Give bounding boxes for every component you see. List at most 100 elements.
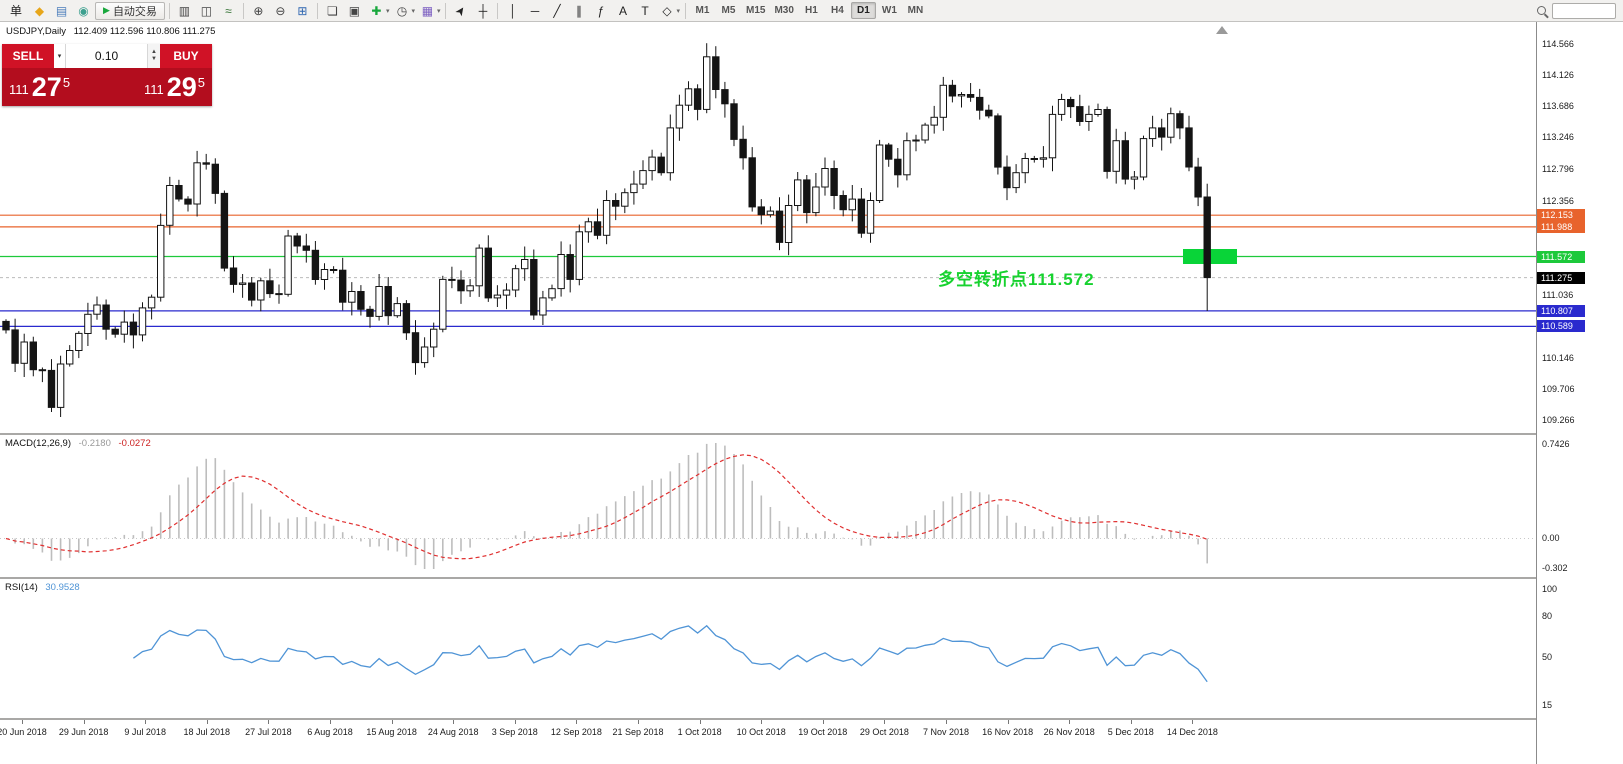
date-label: 10 Oct 2018 bbox=[736, 727, 786, 737]
timeframe-button-mn[interactable]: MN bbox=[907, 5, 924, 16]
candle bbox=[120, 321, 128, 335]
vertical-line-icon[interactable]: │ bbox=[509, 3, 517, 18]
buy-price-base: 111 bbox=[143, 81, 164, 97]
timeframe-button-d1[interactable]: D1 bbox=[850, 2, 876, 19]
rsi-axis-label: 80 bbox=[1542, 611, 1553, 621]
templates-icon[interactable]: ▦ bbox=[421, 3, 434, 18]
buy-button[interactable]: BUY bbox=[160, 44, 212, 68]
trendline-icon[interactable]: ╱ bbox=[553, 3, 561, 18]
candle bbox=[56, 363, 65, 408]
rsi-axis-label: 100 bbox=[1542, 584, 1558, 594]
channel-icon[interactable]: ∥ bbox=[575, 3, 582, 18]
auto-trading-button[interactable]: ▶ 自动交易 bbox=[95, 1, 165, 20]
arrange-windows-icon[interactable]: ▣ bbox=[348, 3, 361, 18]
candle bbox=[976, 96, 984, 111]
candle bbox=[493, 294, 502, 299]
rsi-panel[interactable] bbox=[0, 579, 1536, 718]
time-axis-tick bbox=[1192, 720, 1194, 724]
bar-chart-icon[interactable]: ▥ bbox=[178, 3, 191, 18]
candle bbox=[612, 200, 620, 207]
indicators-icon[interactable]: ✚ bbox=[371, 3, 382, 18]
candle bbox=[457, 279, 465, 292]
panel-divider[interactable] bbox=[0, 433, 1623, 435]
candle bbox=[957, 94, 966, 97]
timeframe-button-m15[interactable]: M15 bbox=[746, 5, 766, 16]
stepper-down-icon[interactable]: ▼ bbox=[151, 56, 157, 62]
lot-stepper[interactable]: ▲ ▼ bbox=[147, 44, 160, 68]
search-icon bbox=[1537, 6, 1546, 15]
templates-icon-dropdown[interactable]: ▾ bbox=[436, 7, 441, 15]
candle bbox=[1057, 99, 1066, 115]
candle bbox=[411, 332, 420, 364]
stepper-up-icon[interactable]: ▲ bbox=[151, 49, 157, 55]
toolbar-separator bbox=[497, 2, 499, 19]
fibonacci-icon[interactable]: ƒ bbox=[597, 3, 605, 18]
macd-main-value: -0.2180 bbox=[78, 438, 111, 449]
level-price-tag: 110.807 bbox=[1537, 305, 1585, 317]
cursor-icon[interactable]: ➤ bbox=[452, 2, 470, 19]
label-icon[interactable]: T bbox=[641, 3, 649, 18]
macd-panel[interactable] bbox=[0, 435, 1536, 577]
candle bbox=[348, 291, 356, 303]
cascade-windows-icon[interactable]: ❏ bbox=[327, 3, 338, 18]
candle bbox=[775, 210, 784, 243]
time-axis-tick bbox=[946, 720, 947, 724]
candle bbox=[175, 185, 183, 200]
menu-item[interactable]: 单 bbox=[10, 4, 23, 18]
search-input[interactable] bbox=[1552, 2, 1616, 19]
candle bbox=[857, 198, 866, 234]
sell-price[interactable]: 111 27 5 bbox=[9, 72, 70, 102]
price-chart[interactable] bbox=[0, 22, 1536, 433]
time-axis[interactable]: 20 Jun 2018 29 Jun 2018 9 Jul 2018 18 Jul 2… bbox=[0, 720, 1536, 746]
chart-title: USDJPY,Daily 112.409 112.596 110.806 111… bbox=[6, 26, 215, 37]
timeframe-button-h4[interactable]: H4 bbox=[831, 5, 844, 16]
tile-windows-icon[interactable]: ⊞ bbox=[297, 3, 308, 18]
periods-icon-dropdown[interactable]: ▾ bbox=[411, 7, 415, 15]
panel-divider[interactable] bbox=[0, 718, 1623, 720]
text-icon[interactable]: A bbox=[618, 3, 627, 18]
crosshair-icon[interactable]: ┼ bbox=[478, 3, 488, 18]
navigator-icon[interactable]: ◉ bbox=[78, 3, 89, 18]
zoom-in-icon[interactable]: ⊕ bbox=[253, 3, 264, 18]
periods-icon[interactable]: ◷ bbox=[396, 3, 408, 18]
price-axis[interactable]: 114.566 114.126 113.686 113.246 112.796 112.3… bbox=[1536, 22, 1623, 764]
sell-dropdown-arrow-icon[interactable]: ▾ bbox=[54, 44, 66, 68]
line-chart-icon[interactable]: ≈ bbox=[225, 3, 232, 18]
candle bbox=[1030, 158, 1038, 160]
date-label: 9 Jul 2018 bbox=[124, 727, 166, 737]
level-price-tag: 111.572 bbox=[1537, 251, 1585, 263]
zoom-out-icon[interactable]: ⊖ bbox=[275, 3, 286, 18]
market-watch-icon[interactable]: ▤ bbox=[55, 3, 68, 18]
candlestick-chart-icon[interactable]: ◫ bbox=[200, 3, 213, 18]
timeframe-button-m1[interactable]: M1 bbox=[695, 5, 710, 16]
horizontal-line-icon[interactable]: ─ bbox=[530, 3, 540, 18]
candle bbox=[948, 84, 957, 97]
timeframe-button-w1[interactable]: W1 bbox=[881, 5, 897, 16]
candle bbox=[1012, 172, 1020, 189]
timeframe-button-m5[interactable]: M5 bbox=[721, 5, 736, 16]
candle bbox=[593, 221, 602, 236]
chart-shift-marker[interactable] bbox=[1216, 26, 1228, 34]
price-axis-label: 113.686 bbox=[1542, 101, 1574, 111]
turning-point-annotation[interactable]: 多空转折点111.572 bbox=[938, 270, 1095, 289]
sell-button[interactable]: SELL bbox=[2, 44, 54, 68]
timeframe-button-h1[interactable]: H1 bbox=[805, 5, 818, 16]
candle bbox=[921, 124, 929, 141]
indicators-icon-dropdown[interactable]: ▾ bbox=[385, 7, 390, 15]
panel-divider[interactable] bbox=[0, 577, 1623, 579]
shapes-icon-dropdown[interactable]: ▾ bbox=[676, 7, 680, 15]
candle bbox=[1094, 109, 1102, 115]
lot-size-input[interactable]: 0.10 bbox=[66, 44, 147, 68]
macd-axis-max: 0.7426 bbox=[1542, 439, 1570, 449]
shapes-icon[interactable]: ◇ bbox=[662, 3, 672, 18]
date-label: 18 Jul 2018 bbox=[183, 727, 231, 737]
time-axis-tick bbox=[391, 720, 393, 724]
macd-axis-min: -0.302 bbox=[1542, 563, 1568, 573]
candle bbox=[1176, 113, 1184, 129]
buy-price[interactable]: 111 29 5 bbox=[143, 72, 205, 102]
new-order-icon[interactable]: ◆ bbox=[34, 3, 45, 18]
toolbar-search[interactable] bbox=[1537, 2, 1616, 19]
timeframe-button-m30[interactable]: M30 bbox=[774, 5, 794, 16]
candle bbox=[539, 297, 547, 316]
price-axis-label: 112.356 bbox=[1542, 196, 1574, 206]
